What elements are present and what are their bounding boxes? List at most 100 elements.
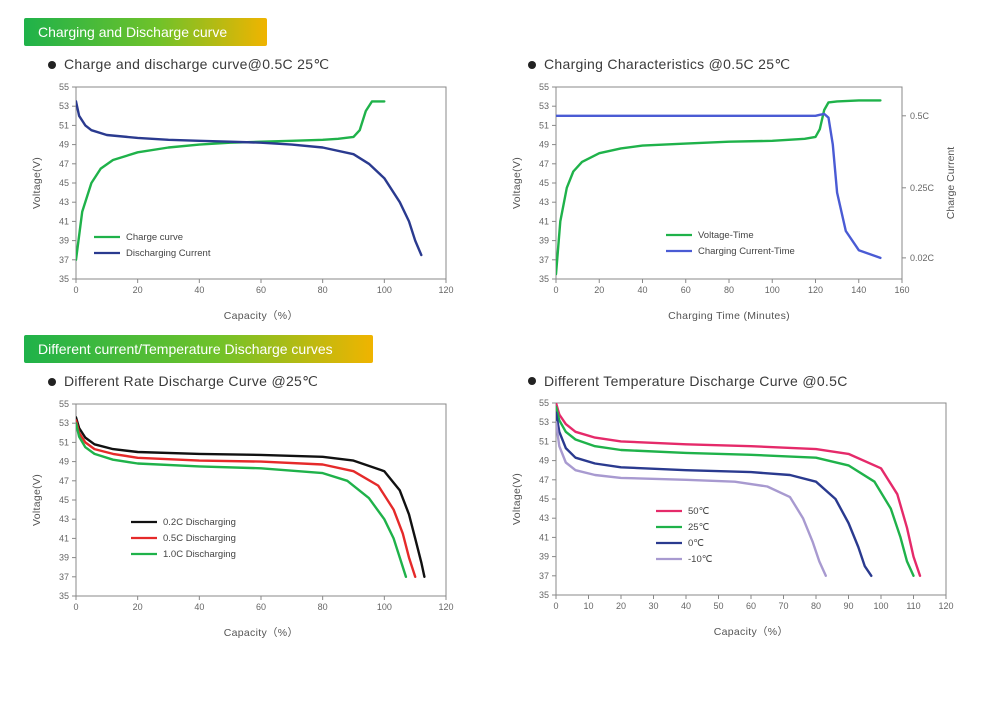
bullet-icon <box>528 61 536 69</box>
svg-text:55: 55 <box>59 82 69 92</box>
svg-text:37: 37 <box>539 571 549 581</box>
svg-text:37: 37 <box>59 255 69 265</box>
svg-text:0: 0 <box>73 285 78 295</box>
svg-text:49: 49 <box>539 140 549 150</box>
chart-3-title-text: Different Rate Discharge Curve @25℃ <box>64 373 318 390</box>
svg-text:25℃: 25℃ <box>688 522 710 533</box>
svg-text:43: 43 <box>539 513 549 523</box>
svg-text:60: 60 <box>256 602 266 612</box>
svg-text:100: 100 <box>873 601 888 611</box>
svg-text:41: 41 <box>539 216 549 226</box>
svg-text:55: 55 <box>59 399 69 409</box>
chart-2-cell: Charging Characteristics @0.5C 25℃ 0 20 40… <box>504 56 944 327</box>
svg-text:Voltage(V): Voltage(V) <box>511 157 523 209</box>
chart-row-2: Different Rate Discharge Curve @25℃ 0 20 4… <box>24 373 984 644</box>
svg-text:43: 43 <box>539 197 549 207</box>
svg-text:49: 49 <box>59 140 69 150</box>
chart-2-svg: 0204060801001201401603537394143454749515… <box>504 77 964 327</box>
svg-text:37: 37 <box>539 255 549 265</box>
svg-text:0℃: 0℃ <box>688 538 704 549</box>
svg-text:0: 0 <box>73 602 78 612</box>
svg-text:Capacity（%）: Capacity（%） <box>224 310 299 322</box>
svg-text:70: 70 <box>778 601 788 611</box>
chart-4-cell: Different Temperature Discharge Curve @0… <box>504 373 944 644</box>
svg-text:20: 20 <box>594 285 604 295</box>
svg-text:120: 120 <box>938 601 953 611</box>
svg-text:45: 45 <box>539 178 549 188</box>
svg-text:39: 39 <box>59 553 69 563</box>
chart-4-title: Different Temperature Discharge Curve @0… <box>528 373 944 389</box>
svg-text:40: 40 <box>681 601 691 611</box>
svg-text:1.0C Discharging: 1.0C Discharging <box>163 549 236 560</box>
svg-text:35: 35 <box>539 590 549 600</box>
bullet-icon <box>48 61 56 69</box>
svg-text:53: 53 <box>59 101 69 111</box>
chart-2-title-text: Charging Characteristics @0.5C 25℃ <box>544 56 790 73</box>
svg-text:80: 80 <box>318 602 328 612</box>
svg-text:50℃: 50℃ <box>688 506 710 517</box>
bullet-icon <box>48 378 56 386</box>
svg-text:80: 80 <box>318 285 328 295</box>
chart-4-title-text: Different Temperature Discharge Curve @0… <box>544 373 848 389</box>
svg-text:20: 20 <box>133 602 143 612</box>
svg-text:53: 53 <box>539 417 549 427</box>
svg-text:51: 51 <box>59 120 69 130</box>
svg-text:10: 10 <box>583 601 593 611</box>
svg-text:39: 39 <box>59 236 69 246</box>
svg-text:0.25C: 0.25C <box>910 183 935 193</box>
page: Charging and Discharge curve Charge and … <box>0 0 984 728</box>
chart-1-svg: 0204060801001203537394143454749515355Cap… <box>24 77 464 327</box>
chart-3-cell: Different Rate Discharge Curve @25℃ 0 20 4… <box>24 373 464 644</box>
svg-text:90: 90 <box>843 601 853 611</box>
svg-text:47: 47 <box>539 475 549 485</box>
svg-text:Voltage(V): Voltage(V) <box>31 474 43 526</box>
svg-text:45: 45 <box>59 495 69 505</box>
svg-text:30: 30 <box>648 601 658 611</box>
svg-text:Charge curve: Charge curve <box>126 232 183 243</box>
svg-text:Discharging Current: Discharging Current <box>126 248 211 259</box>
svg-text:-10℃: -10℃ <box>688 554 713 565</box>
svg-text:47: 47 <box>59 159 69 169</box>
svg-text:43: 43 <box>59 197 69 207</box>
svg-text:Charging Time (Minutes): Charging Time (Minutes) <box>668 310 790 322</box>
bullet-icon <box>528 377 536 385</box>
svg-text:120: 120 <box>438 602 453 612</box>
svg-text:60: 60 <box>681 285 691 295</box>
svg-text:0.5C Discharging: 0.5C Discharging <box>163 533 236 544</box>
svg-text:Capacity（%）: Capacity（%） <box>224 627 299 639</box>
svg-text:0.2C Discharging: 0.2C Discharging <box>163 517 236 528</box>
svg-text:37: 37 <box>59 572 69 582</box>
svg-text:45: 45 <box>539 494 549 504</box>
svg-text:50: 50 <box>713 601 723 611</box>
svg-text:51: 51 <box>59 437 69 447</box>
svg-text:60: 60 <box>256 285 266 295</box>
chart-4-svg: 0102030405060708090100110120353739414345… <box>504 393 964 643</box>
svg-text:20: 20 <box>616 601 626 611</box>
svg-text:0: 0 <box>553 285 558 295</box>
svg-text:140: 140 <box>851 285 866 295</box>
svg-text:41: 41 <box>59 216 69 226</box>
svg-text:40: 40 <box>637 285 647 295</box>
section-header-1: Charging and Discharge curve <box>24 18 267 46</box>
section-header-2: Different current/Temperature Discharge … <box>24 335 373 363</box>
svg-text:20: 20 <box>133 285 143 295</box>
svg-text:120: 120 <box>808 285 823 295</box>
svg-text:100: 100 <box>765 285 780 295</box>
svg-text:51: 51 <box>539 436 549 446</box>
svg-text:Capacity（%）: Capacity（%） <box>714 626 789 638</box>
svg-text:55: 55 <box>539 398 549 408</box>
chart-3-svg: 0204060801001203537394143454749515355Cap… <box>24 394 464 644</box>
svg-text:51: 51 <box>539 120 549 130</box>
svg-text:0.02C: 0.02C <box>910 253 935 263</box>
svg-text:49: 49 <box>59 457 69 467</box>
svg-text:100: 100 <box>377 285 392 295</box>
svg-text:110: 110 <box>906 601 920 611</box>
chart-1-cell: Charge and discharge curve@0.5C 25℃ 0204… <box>24 56 464 327</box>
svg-text:43: 43 <box>59 514 69 524</box>
chart-3-title: Different Rate Discharge Curve @25℃ <box>48 373 464 390</box>
svg-text:35: 35 <box>59 591 69 601</box>
svg-text:39: 39 <box>539 552 549 562</box>
svg-text:Voltage(V): Voltage(V) <box>511 473 523 525</box>
chart-2-title: Charging Characteristics @0.5C 25℃ <box>528 56 944 73</box>
svg-text:47: 47 <box>59 476 69 486</box>
